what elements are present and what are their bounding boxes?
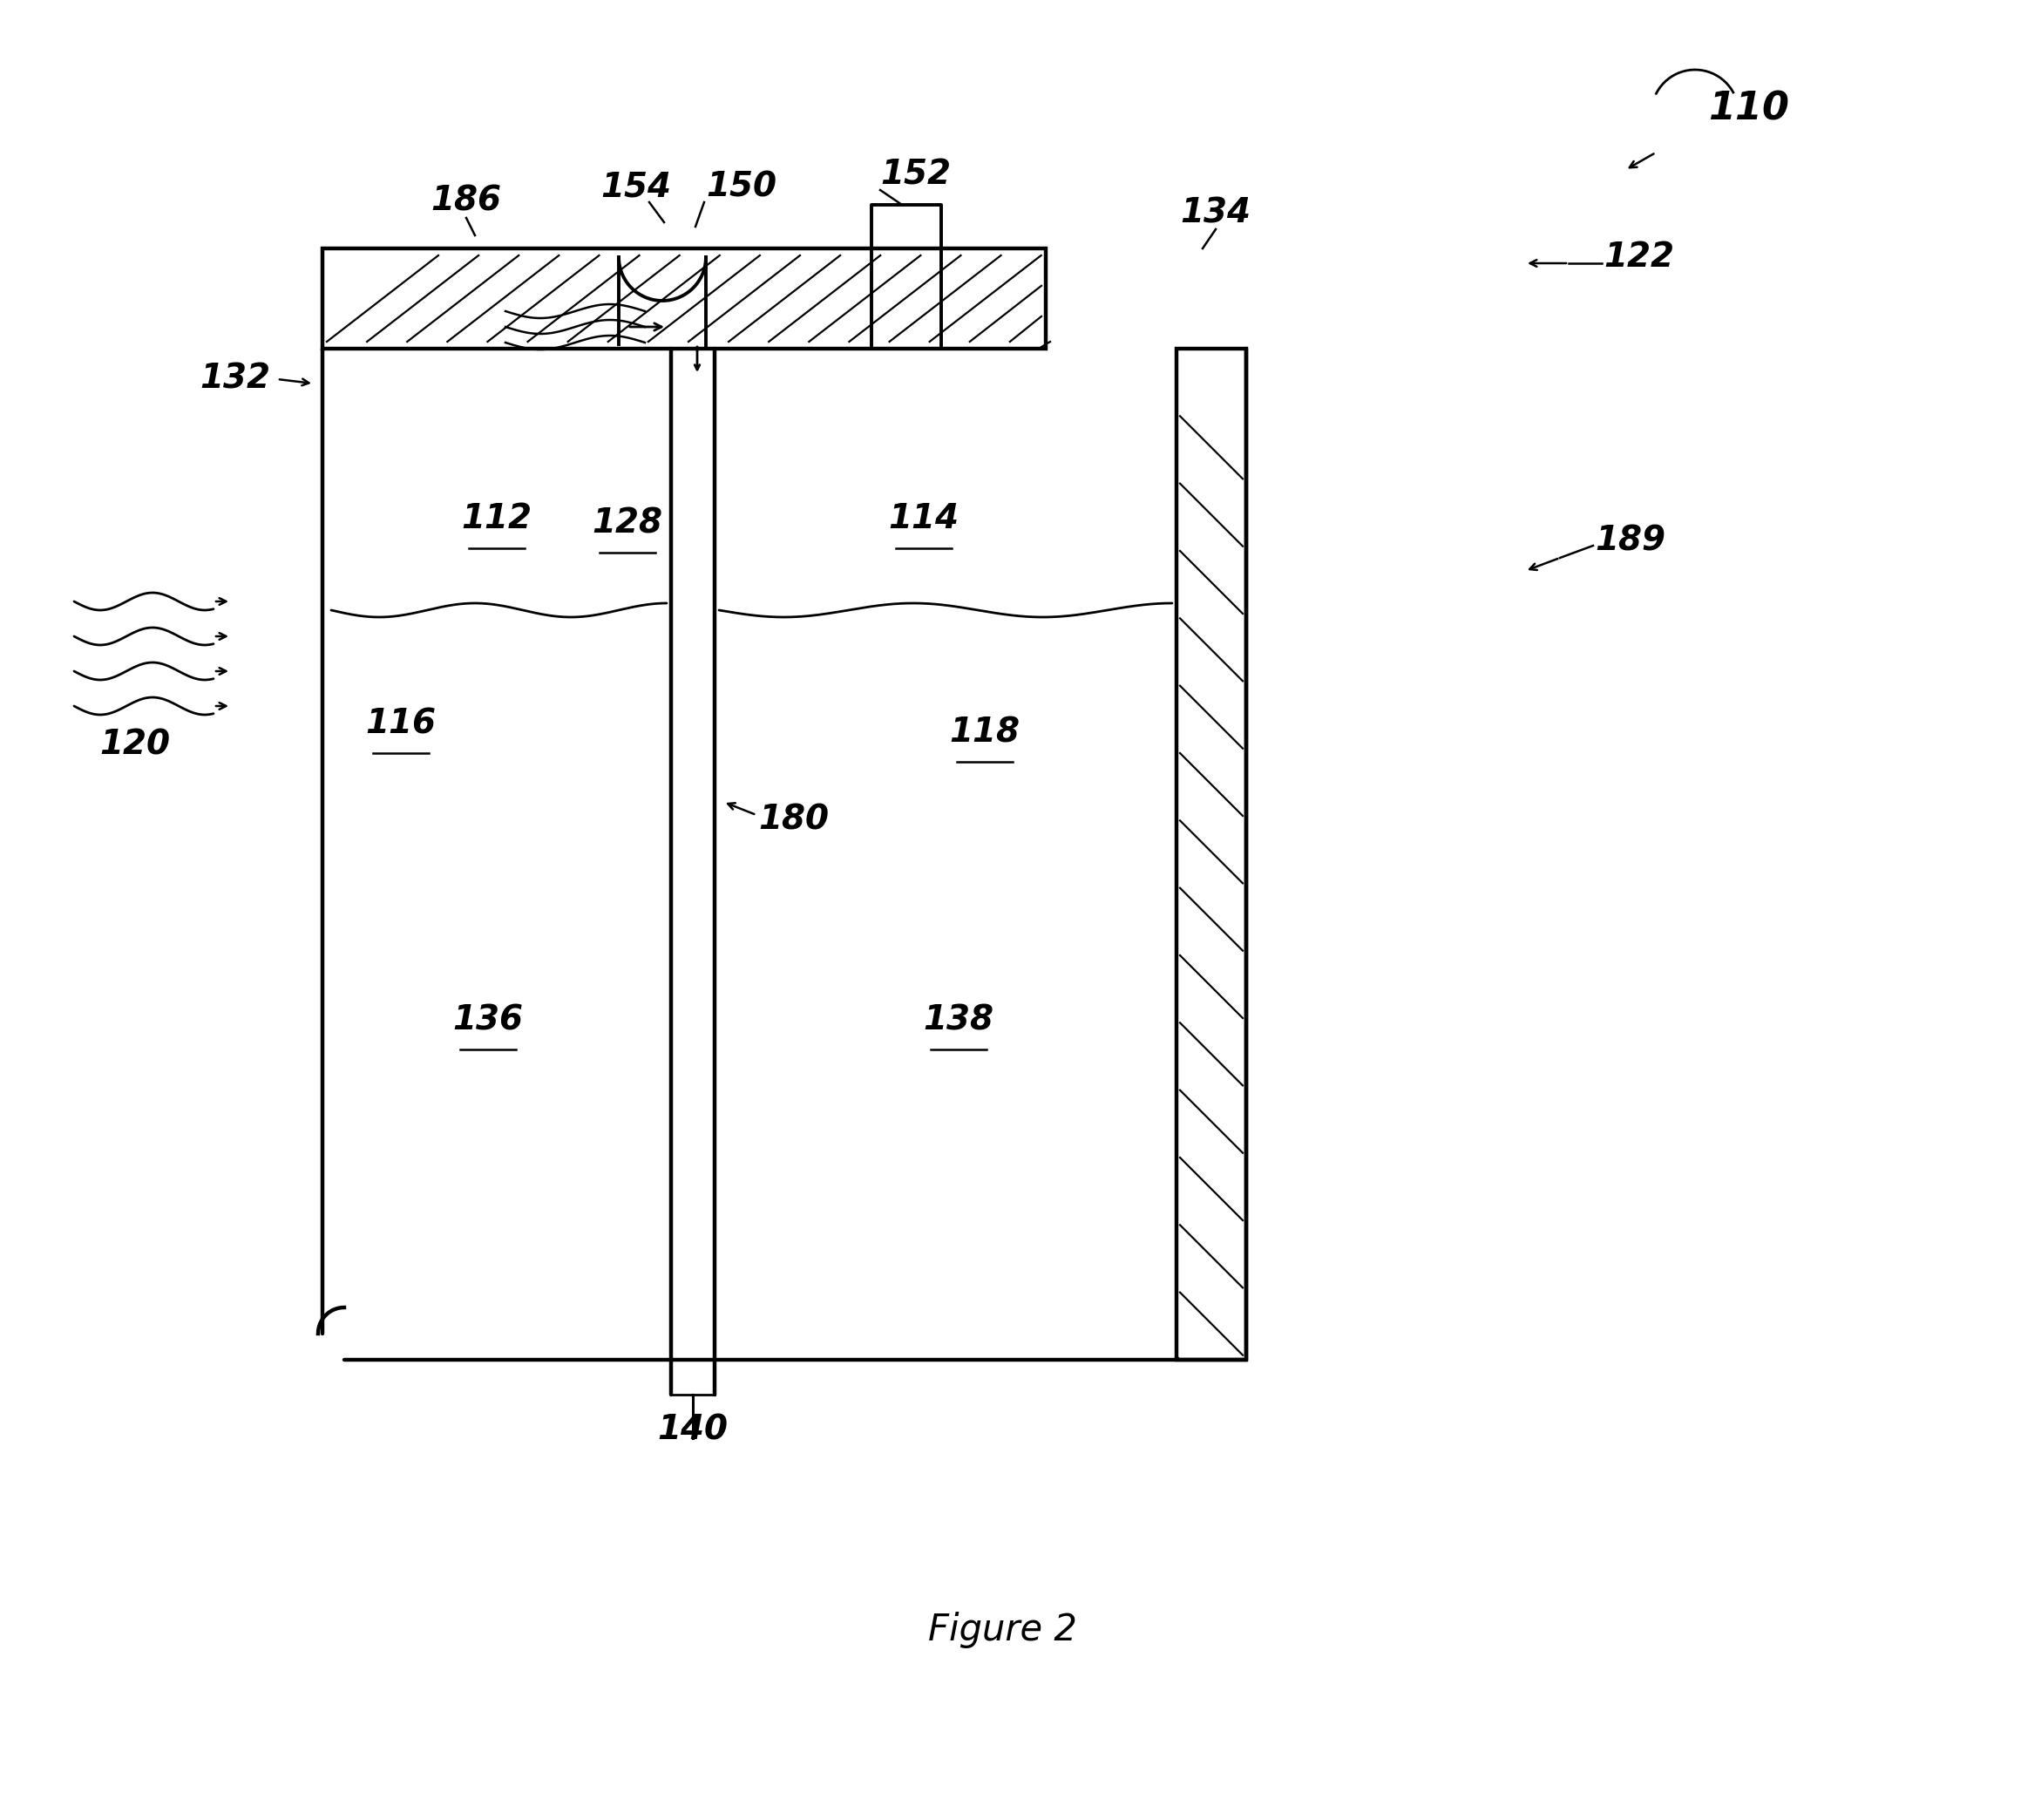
Text: 132: 132: [200, 362, 269, 395]
Text: 112: 112: [461, 502, 533, 535]
Text: Figure 2: Figure 2: [929, 1613, 1078, 1649]
Text: 128: 128: [592, 506, 663, 539]
Text: 150: 150: [706, 171, 776, 204]
Text: 140: 140: [657, 1412, 729, 1447]
Text: 134: 134: [1180, 197, 1251, 229]
Text: 186: 186: [431, 184, 502, 217]
Text: 122: 122: [1604, 240, 1674, 273]
Text: 152: 152: [880, 158, 951, 191]
Text: 118: 118: [949, 715, 1020, 748]
Text: 114: 114: [888, 502, 959, 535]
Text: 116: 116: [365, 706, 437, 741]
Text: 120: 120: [100, 728, 169, 763]
Text: 138: 138: [923, 1003, 994, 1036]
Text: 136: 136: [453, 1003, 522, 1036]
Text: 180: 180: [757, 803, 829, 835]
Text: 189: 189: [1594, 524, 1665, 557]
Text: 110: 110: [1708, 91, 1790, 127]
Text: 154: 154: [600, 171, 671, 204]
